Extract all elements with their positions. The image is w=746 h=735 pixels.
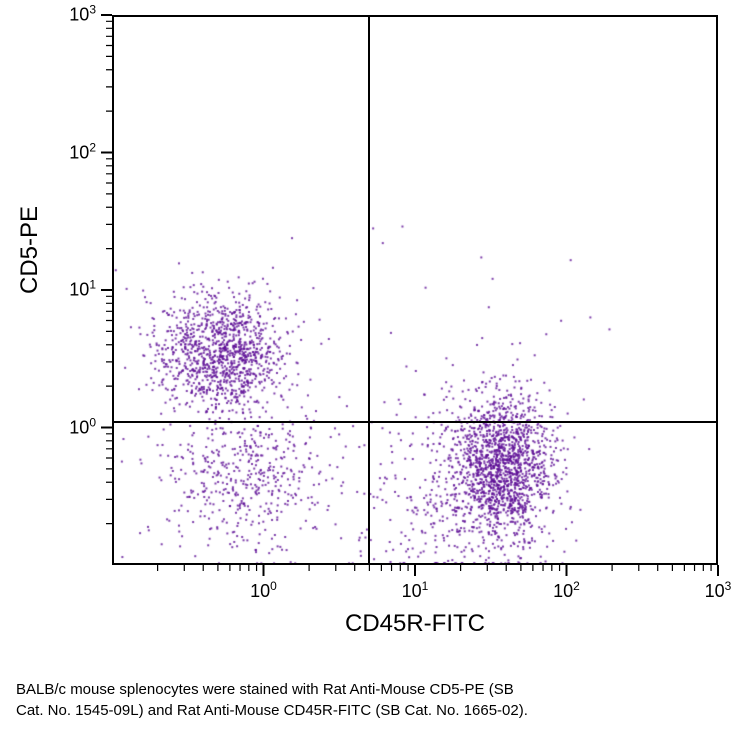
x-tick-label: 100 bbox=[250, 579, 277, 601]
y-tick-label: 100 bbox=[69, 414, 96, 437]
quadrant-gate-horizontal-line bbox=[112, 420, 718, 423]
caption-line: BALB/c mouse splenocytes were stained wi… bbox=[16, 681, 514, 698]
x-tick-label: 101 bbox=[401, 579, 429, 601]
x-tick-label: 102 bbox=[553, 579, 580, 601]
y-tick-label: 101 bbox=[69, 277, 96, 300]
scatter-plot-canvas bbox=[112, 15, 718, 565]
y-tick-label: 102 bbox=[69, 139, 96, 162]
caption-line: Cat. No. 1545-09L) and Rat Anti-Mouse CD… bbox=[16, 702, 528, 719]
quadrant-gate-vertical-line bbox=[368, 15, 371, 565]
y-tick-label: 103 bbox=[69, 2, 96, 25]
figure-caption: BALB/c mouse splenocytes were stained wi… bbox=[16, 679, 528, 721]
x-axis-label: CD45R-FITC bbox=[344, 610, 485, 637]
x-tick-label: 103 bbox=[704, 579, 732, 601]
